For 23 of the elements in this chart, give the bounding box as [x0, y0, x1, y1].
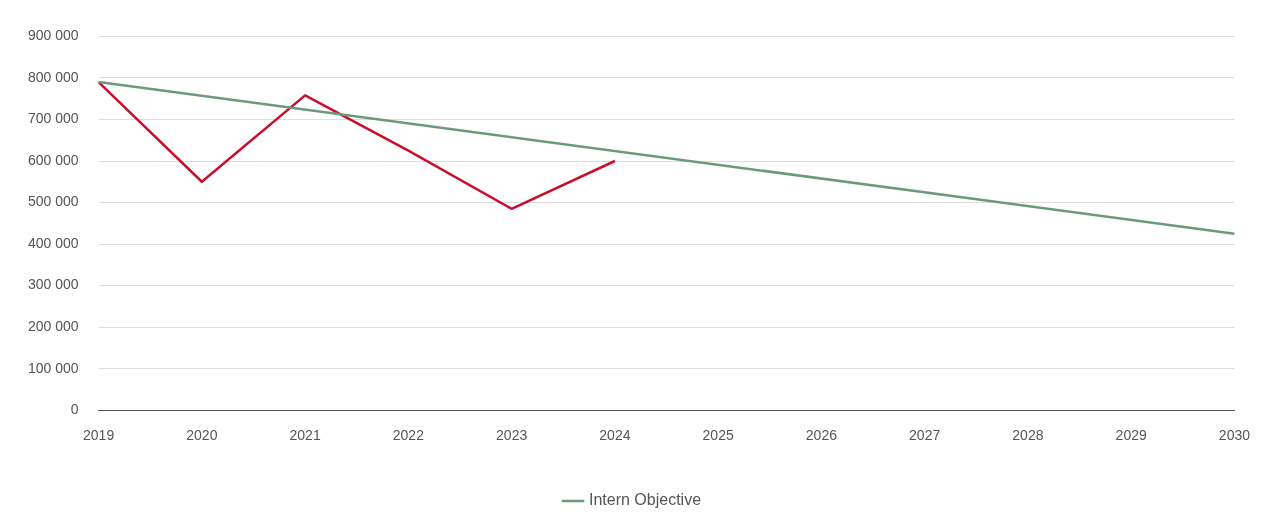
x-tick-label: 2025 — [702, 427, 734, 444]
x-tick-label: 2026 — [805, 427, 838, 444]
y-tick-label: 600 000 — [28, 151, 79, 168]
x-tick-label: 2029 — [1115, 427, 1147, 444]
y-tick-label: 900 000 — [28, 27, 79, 44]
y-tick-label: 800 000 — [28, 68, 79, 85]
legend-label: Intern Objective — [588, 491, 702, 509]
x-tick-label: 2027 — [909, 427, 941, 444]
y-tick-label: 400 000 — [28, 234, 79, 251]
y-tick-label: 300 000 — [28, 276, 79, 293]
x-tick-label: 2021 — [289, 427, 321, 444]
y-tick-label: 700 000 — [28, 110, 79, 127]
x-tick-label: 2023 — [496, 427, 528, 444]
x-tick-label: 2022 — [392, 427, 425, 444]
x-tick-label: 2030 — [1218, 427, 1251, 444]
y-tick-label: 0 — [70, 401, 79, 418]
x-tick-label: 2020 — [186, 427, 218, 444]
x-tick-label: 2024 — [599, 427, 631, 444]
x-tick-label: 2019 — [83, 427, 115, 444]
y-tick-label: 200 000 — [28, 317, 79, 334]
x-tick-label: 2028 — [1012, 427, 1044, 444]
y-tick-label: 500 000 — [28, 193, 79, 210]
y-tick-label: 100 000 — [28, 359, 79, 376]
